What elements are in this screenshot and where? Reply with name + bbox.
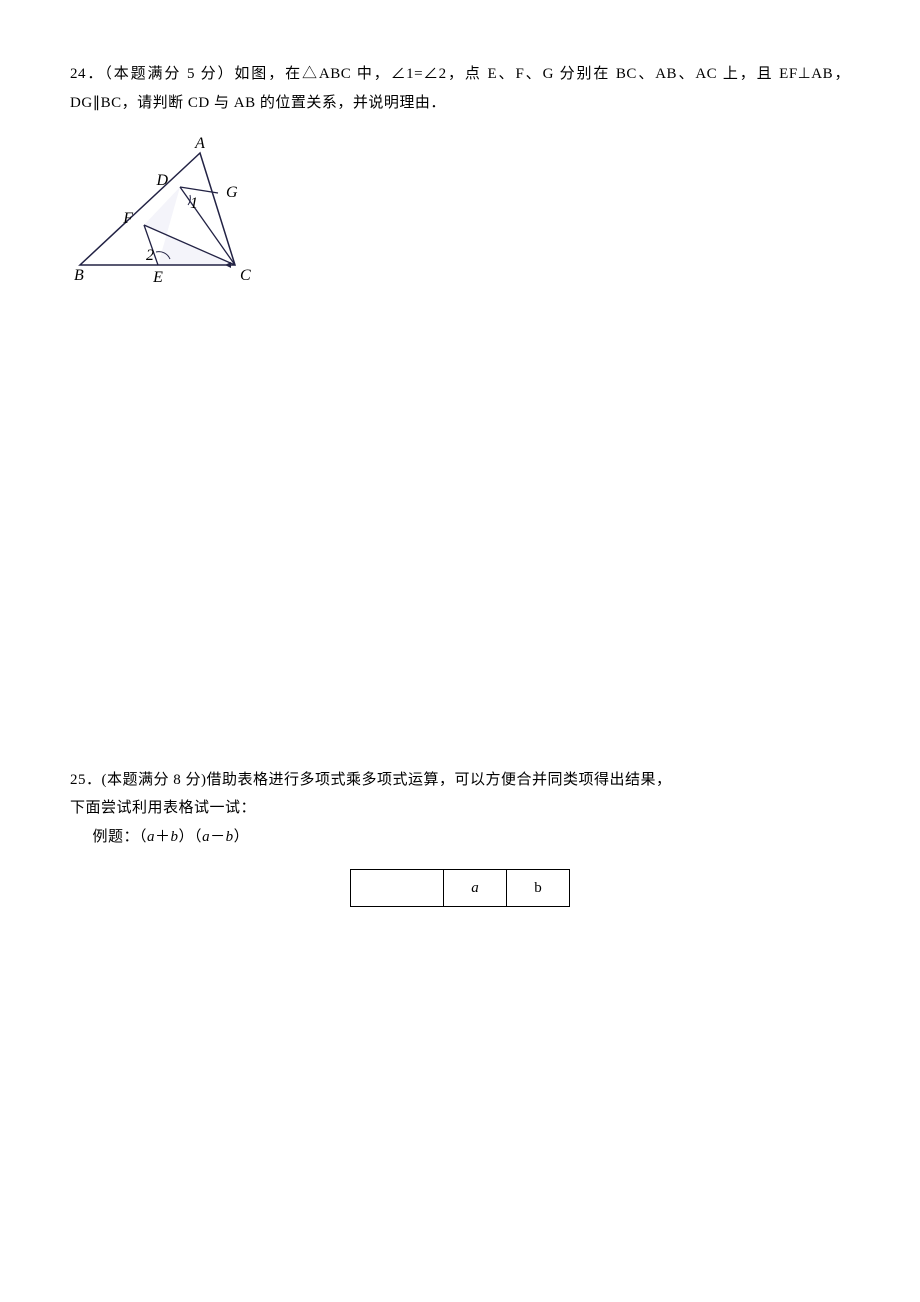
problem-25-line2: 下面尝试利用表格试一试： xyxy=(70,794,850,823)
problem-25: 25．(本题满分 8 分)借助表格进行多项式乘多项式运算，可以方便合并同类项得出… xyxy=(70,766,850,908)
cell-b: b xyxy=(507,870,570,907)
expr-a1: a xyxy=(147,829,155,845)
label-g: G xyxy=(226,184,238,201)
page-container: 24．（本题满分 5 分）如图，在△ABC 中，∠1=∠2，点 E、F、G 分别… xyxy=(0,0,920,1007)
poly-table: a b xyxy=(350,869,570,907)
expr-plus: ＋ xyxy=(155,829,171,845)
problem-25-line1-wrap: 25．(本题满分 8 分)借助表格进行多项式乘多项式运算，可以方便合并同类项得出… xyxy=(70,766,850,795)
label-c: C xyxy=(240,267,251,284)
label-e: E xyxy=(152,269,163,286)
expr-b1: b xyxy=(171,829,179,845)
cell-a-text: a xyxy=(471,880,479,896)
expr-minus: － xyxy=(210,829,226,845)
problem-24-text: 24．（本题满分 5 分）如图，在△ABC 中，∠1=∠2，点 E、F、G 分别… xyxy=(70,60,850,117)
problem-25-number: 25． xyxy=(70,772,102,788)
label-angle2: 2 xyxy=(146,247,154,264)
expr-b2: b xyxy=(226,829,234,845)
problem-24: 24．（本题满分 5 分）如图，在△ABC 中，∠1=∠2，点 E、F、G 分别… xyxy=(70,60,850,306)
table-row: a b xyxy=(351,870,570,907)
label-f: F xyxy=(122,210,133,227)
triangle-abc xyxy=(80,153,235,265)
expr-close: ） xyxy=(234,829,250,845)
label-a: A xyxy=(194,135,205,152)
problem-25-line1: (本题满分 8 分)借助表格进行多项式乘多项式运算，可以方便合并同类项得出结果， xyxy=(102,772,672,788)
example-label: 例题： xyxy=(93,829,140,845)
expr-open1: （ xyxy=(139,829,147,845)
triangle-svg: A B C D G F E 1 2 xyxy=(70,135,270,295)
cell-blank xyxy=(351,870,444,907)
label-b: B xyxy=(74,267,84,284)
label-angle1: 1 xyxy=(190,195,198,212)
cell-a: a xyxy=(444,870,507,907)
vertical-gap xyxy=(70,346,850,766)
problem-24-figure: A B C D G F E 1 2 xyxy=(70,135,850,306)
problem-24-number: 24． xyxy=(70,66,104,82)
problem-25-example: 例题：（a＋b）（a－b） xyxy=(70,823,850,852)
problem-24-body: （本题满分 5 分）如图，在△ABC 中，∠1=∠2，点 E、F、G 分别在 B… xyxy=(70,66,850,111)
expr-mid: ）（ xyxy=(179,829,203,845)
expr-a2: a xyxy=(202,829,210,845)
label-d: D xyxy=(155,172,168,189)
poly-table-wrap: a b xyxy=(70,869,850,907)
